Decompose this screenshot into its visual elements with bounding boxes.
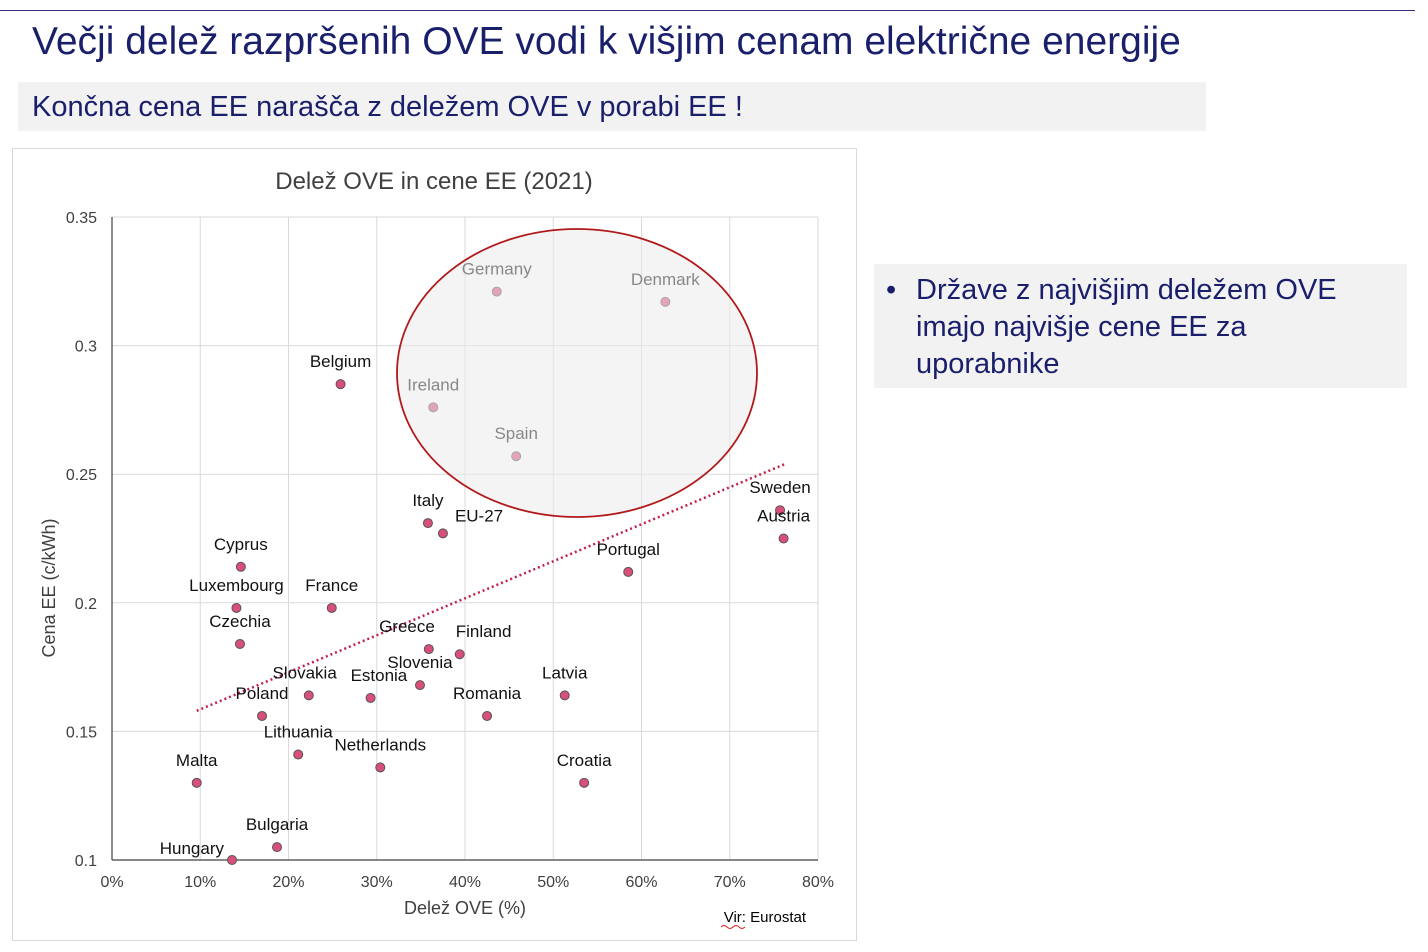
data-point	[231, 602, 242, 613]
data-point	[191, 777, 202, 788]
data-label: Malta	[176, 751, 218, 770]
side-note-text: Države z najvišjim deležem OVE imajo naj…	[916, 274, 1337, 380]
data-label: Slovakia	[273, 663, 338, 682]
data-point	[257, 710, 268, 721]
data-point	[579, 777, 590, 788]
data-label: Romania	[453, 684, 522, 703]
data-label: France	[305, 576, 358, 595]
data-point	[775, 505, 786, 516]
x-tick-label: 30%	[361, 874, 393, 891]
bullet: •	[886, 274, 897, 306]
data-label: Latvia	[542, 663, 588, 682]
y-tick-label: 0.15	[66, 724, 97, 741]
data-point	[227, 855, 238, 865]
data-label: Czechia	[209, 612, 271, 631]
data-point	[559, 690, 570, 701]
data-label: Portugal	[597, 540, 660, 559]
top-rule	[0, 10, 1415, 11]
data-label: Hungary	[160, 839, 225, 858]
data-point	[454, 649, 465, 660]
trendline	[196, 462, 786, 712]
y-tick-label: 0.3	[75, 339, 97, 356]
data-point	[423, 644, 434, 655]
x-tick-label: 50%	[537, 874, 569, 891]
x-tick-label: 60%	[625, 874, 657, 891]
data-label: Luxembourg	[189, 576, 284, 595]
subtitle: Končna cena EE narašča z deležem OVE v p…	[32, 91, 743, 123]
data-label: Sweden	[749, 478, 810, 497]
highlight-ellipse	[396, 228, 758, 518]
data-point	[365, 692, 376, 703]
chart-frame	[12, 148, 857, 941]
data-label: Lithuania	[264, 723, 334, 742]
data-point	[778, 533, 789, 544]
data-point	[303, 690, 314, 701]
data-label: Greece	[379, 617, 435, 636]
x-tick-label: 20%	[272, 874, 304, 891]
data-point	[414, 680, 425, 691]
data-label: Germany	[462, 260, 532, 279]
data-label: Netherlands	[334, 735, 426, 754]
x-tick-label: 0%	[100, 874, 123, 891]
y-axis-label: Cena EE (c/kWh)	[39, 518, 59, 657]
data-label: Slovenia	[387, 653, 453, 672]
subtitle-box: Končna cena EE narašča z deležem OVE v p…	[18, 82, 1206, 131]
spellcheck-underline	[720, 925, 746, 929]
chart-title: Delež OVE in cene EE (2021)	[275, 168, 593, 195]
data-label: Finland	[456, 622, 512, 641]
data-label: Cyprus	[214, 535, 268, 554]
y-tick-label: 0.1	[75, 853, 97, 870]
page-title: Večji delež razpršenih OVE vodi k višjim…	[32, 20, 1181, 63]
data-point	[235, 561, 246, 572]
data-point	[335, 379, 346, 390]
data-label: Denmark	[631, 270, 700, 289]
x-axis-label: Delež OVE (%)	[404, 898, 526, 918]
data-label: Poland	[236, 684, 289, 703]
data-point	[234, 638, 245, 649]
y-tick-label: 0.2	[75, 596, 97, 613]
data-label: Ireland	[407, 375, 459, 394]
source-note: Vir: Eurostat	[724, 909, 807, 926]
x-tick-label: 70%	[714, 874, 746, 891]
data-point	[272, 842, 283, 853]
data-label: Spain	[494, 424, 537, 443]
data-label: Estonia	[351, 666, 408, 685]
x-tick-label: 10%	[184, 874, 216, 891]
x-tick-label: 40%	[449, 874, 481, 891]
data-label: Italy	[412, 491, 444, 510]
x-tick-label: 80%	[802, 874, 834, 891]
side-note: • Države z najvišjim deležem OVE imajo n…	[874, 264, 1407, 388]
data-point	[437, 528, 448, 539]
data-label: Belgium	[310, 352, 371, 371]
data-label: EU-27	[455, 506, 503, 525]
data-label: Austria	[757, 507, 810, 526]
data-label: Croatia	[557, 751, 612, 770]
y-tick-label: 0.25	[66, 467, 97, 484]
data-point	[326, 602, 337, 613]
data-point	[623, 566, 634, 577]
y-tick-label: 0.35	[66, 210, 97, 227]
data-point	[482, 710, 493, 721]
data-point	[422, 518, 433, 529]
data-point	[375, 762, 386, 773]
data-label: Bulgaria	[246, 815, 309, 834]
data-point	[293, 749, 304, 760]
